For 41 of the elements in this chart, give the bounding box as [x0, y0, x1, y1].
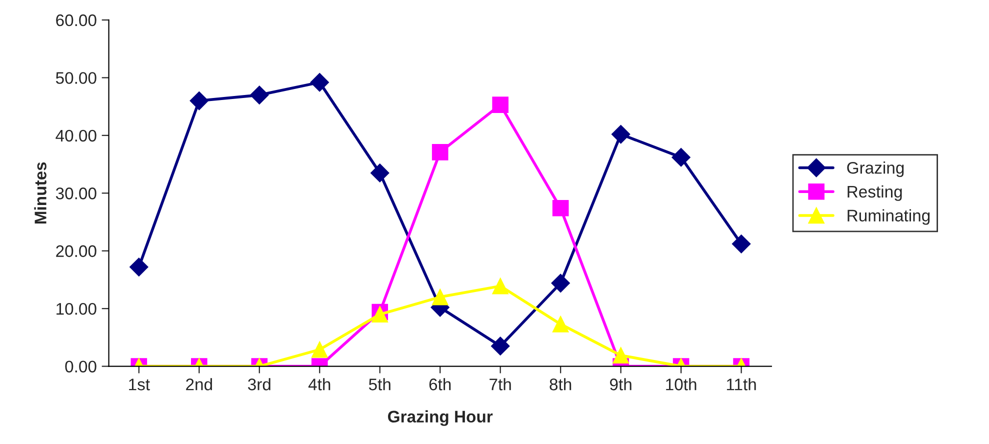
x-tick-label: 5th	[368, 378, 390, 390]
y-tick-label: 50.00	[56, 72, 96, 84]
point	[311, 341, 328, 358]
point	[490, 336, 510, 356]
x-tick-label: 9th	[610, 378, 632, 390]
x-tick-label: 3rd	[248, 378, 270, 390]
point	[432, 144, 448, 160]
x-tick-label: 1st	[129, 378, 150, 390]
legend-label: Ruminating	[848, 209, 930, 225]
point	[672, 148, 690, 167]
x-tick-label: 2nd	[186, 378, 212, 390]
y-tick-label: 20.00	[56, 245, 96, 258]
y-tick-label: 10.00	[56, 302, 96, 315]
point	[130, 258, 148, 276]
x-tick-label: 7th	[490, 378, 511, 390]
point	[492, 96, 509, 113]
x-tick-label: 6th	[429, 378, 451, 390]
x-tick-label: 10th	[666, 378, 696, 390]
legend-label: Resting	[848, 185, 902, 201]
point	[732, 234, 751, 254]
y-tick-label: 0.00	[65, 360, 96, 373]
y-tick-label: 30.00	[56, 188, 96, 200]
point	[492, 278, 509, 294]
point	[552, 200, 569, 216]
x-tick-label: 11th	[726, 378, 756, 390]
point	[310, 72, 329, 92]
point	[611, 124, 630, 144]
point	[432, 288, 448, 306]
y-tick-label: 60.00	[56, 14, 96, 26]
legend-label: Grazing	[847, 162, 904, 178]
x-axis-title: Grazing Hour	[388, 410, 493, 426]
point	[370, 164, 390, 182]
y-axis-title: Minutes	[34, 162, 46, 224]
point	[250, 86, 269, 104]
x-tick-label: 8th	[550, 378, 572, 390]
x-tick-label: 4th	[308, 378, 330, 390]
point	[552, 316, 569, 332]
point	[190, 91, 209, 110]
y-tick-label: 40.00	[56, 130, 96, 142]
point	[612, 347, 629, 364]
point	[551, 274, 570, 293]
